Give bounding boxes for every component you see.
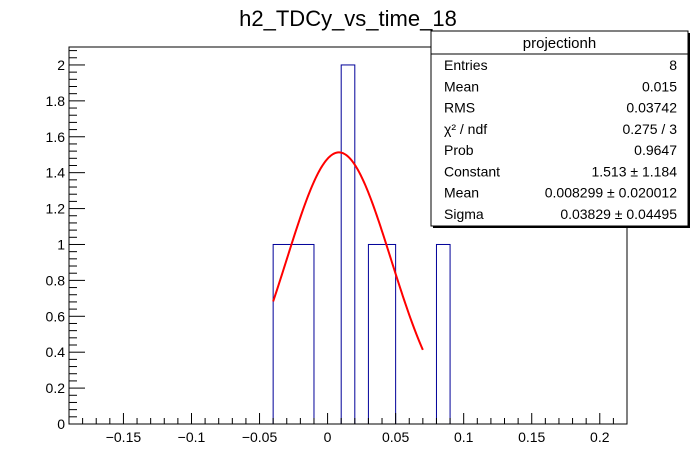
x-tick-label: 0.1 xyxy=(454,429,474,445)
x-tick-label: −0.05 xyxy=(242,429,278,445)
fit-curve xyxy=(272,151,424,351)
y-tick-label: 1.8 xyxy=(46,93,66,109)
plot-frame xyxy=(68,46,628,425)
stats-row-label: χ² / ndf xyxy=(444,121,487,137)
stats-row-value: 0.9647 xyxy=(634,142,677,158)
y-tick-label: 1.2 xyxy=(46,201,66,217)
stats-row-value: 0.03742 xyxy=(626,100,677,116)
x-tick-label: −0.15 xyxy=(106,429,142,445)
stats-row-label: Sigma xyxy=(444,206,484,222)
x-tick-label: 0.15 xyxy=(518,429,545,445)
plot-area: −0.15 −0.1 −0.05 0 0.05 0.1 0.15 0.2 0 0.2 0.4 0.6 0… xyxy=(46,46,628,445)
stats-row-value: 0.008299 ± 0.020012 xyxy=(545,185,677,201)
histogram-bin-2 xyxy=(367,243,397,425)
stats-row-label: Mean xyxy=(444,78,479,94)
histogram-bin-3 xyxy=(435,243,451,425)
stats-row-label: Constant xyxy=(444,163,500,179)
y-tick-label: 0 xyxy=(57,416,65,432)
x-tick-label: 0 xyxy=(324,429,332,445)
stats-row-label: RMS xyxy=(444,100,475,116)
stats-box: projectionh Entries 8 Mean 0.015 RMS 0.03742 χ²… xyxy=(430,30,690,228)
stats-box-title: projectionh xyxy=(523,35,596,52)
histogram-bin-0 xyxy=(272,243,315,425)
stats-row-label: Entries xyxy=(444,57,488,73)
histogram-bin-1 xyxy=(340,64,356,425)
y-tick-label: 0.4 xyxy=(46,344,66,360)
y-tick-label: 1 xyxy=(57,236,65,252)
y-tick-label: 0.6 xyxy=(46,308,66,324)
chart-title: h2_TDCy_vs_time_18 xyxy=(239,6,457,31)
x-tick-label: −0.1 xyxy=(178,429,206,445)
y-tick-label: 2 xyxy=(57,57,65,73)
y-tick-label: 1.4 xyxy=(46,165,66,181)
x-tick-label: 0.2 xyxy=(590,429,610,445)
stats-box-frame xyxy=(430,30,689,227)
stats-row-value: 0.03829 ± 0.04495 xyxy=(560,206,677,222)
stats-row-value: 1.513 ± 1.184 xyxy=(591,163,677,179)
y-tick-label: 0.8 xyxy=(46,272,66,288)
stats-row-label: Mean xyxy=(444,185,479,201)
y-tick-label: 0.2 xyxy=(46,380,66,396)
x-tick-label: 0.05 xyxy=(382,429,409,445)
stats-row-value: 8 xyxy=(669,57,677,73)
y-tick-label: 1.6 xyxy=(46,129,66,145)
stats-row-value: 0.275 / 3 xyxy=(623,121,678,137)
stats-row-label: Prob xyxy=(444,142,474,158)
stats-row-value: 0.015 xyxy=(642,78,677,94)
